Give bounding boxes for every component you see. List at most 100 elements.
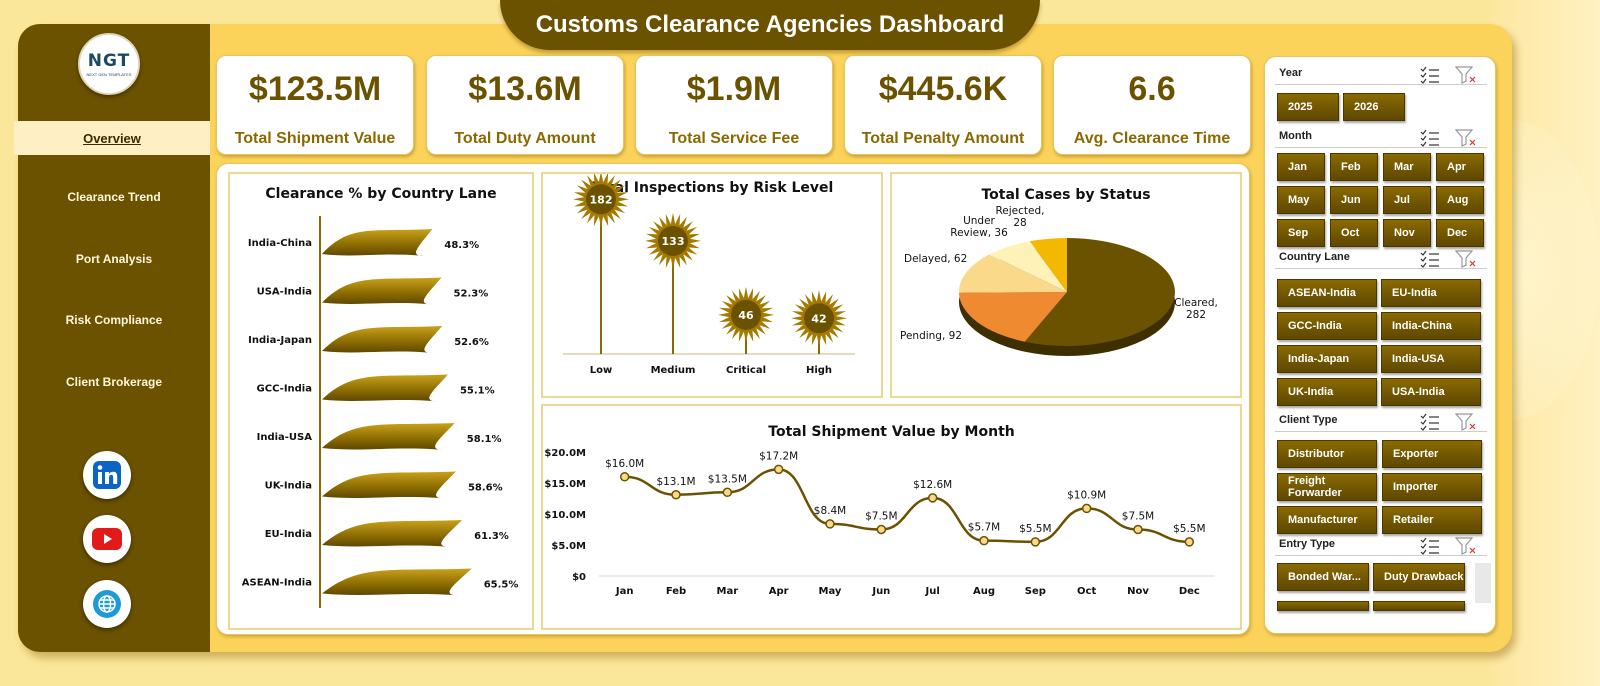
- slicer-option-client-type[interactable]: Freight Forwarder: [1277, 473, 1377, 501]
- category-label: High: [806, 365, 832, 376]
- slicer-option-entry-type[interactable]: Bonded War...: [1277, 563, 1369, 591]
- data-point: [1030, 537, 1041, 547]
- page-title: Customs Clearance Agencies Dashboard: [535, 11, 1005, 38]
- slicer-option-year[interactable]: 2026: [1343, 93, 1405, 121]
- chart-shipment-by-month: Total Shipment Value by Month $0 $5.0M $10…: [541, 404, 1242, 630]
- slicer-option-country-lane[interactable]: ASEAN-India: [1277, 279, 1377, 307]
- category-label: India-Japan: [248, 335, 312, 346]
- clear-filter-icon[interactable]: [1455, 250, 1477, 268]
- data-point: [927, 493, 938, 503]
- title-banner: Customs Clearance Agencies Dashboard: [500, 0, 1040, 50]
- slicer-option-month[interactable]: Jun: [1330, 186, 1378, 214]
- kpi-label: Total Penalty Amount: [861, 130, 1025, 147]
- data-label: $17.2M: [759, 450, 798, 462]
- multi-select-icon[interactable]: [1419, 537, 1441, 555]
- slicer-option-client-type[interactable]: Importer: [1382, 473, 1482, 501]
- nav-overview[interactable]: Overview: [14, 121, 210, 155]
- slicer-actions: [1419, 128, 1483, 147]
- slicer-option-entry-type-partial[interactable]: [1277, 601, 1369, 611]
- slicer-option-month[interactable]: Mar: [1383, 153, 1431, 181]
- slicer-option-month[interactable]: Jan: [1277, 153, 1325, 181]
- slicer-scrollbar[interactable]: [1475, 563, 1491, 603]
- youtube-button[interactable]: [83, 515, 131, 563]
- kpi-card-service-fee: $1.9M Total Service Fee: [635, 55, 833, 155]
- chart-inspections-svg: 182 Low 133 Medium 46 Critical 42 High: [563, 174, 855, 376]
- marker-core: [658, 225, 688, 256]
- slicer-option-month[interactable]: Aug: [1436, 186, 1484, 214]
- logo-subtext: NEXT GEN TEMPLATES: [86, 72, 132, 77]
- nav-port-analysis[interactable]: Port Analysis: [75, 252, 153, 266]
- linkedin-button[interactable]: [83, 451, 131, 499]
- category-label: UK-India: [265, 481, 312, 492]
- data-label: $5.7M: [968, 522, 1000, 534]
- x-tick-label: Oct: [1077, 586, 1096, 597]
- x-tick-label: Jun: [871, 586, 890, 597]
- pie-slice: [1024, 238, 1175, 346]
- nav-risk-compliance[interactable]: Risk Compliance: [65, 313, 163, 327]
- linkedin-icon: [93, 461, 121, 489]
- y-tick-label: $15.0M: [544, 479, 586, 490]
- marker-core: [804, 303, 834, 334]
- multi-select-icon[interactable]: [1419, 66, 1441, 84]
- chart-shipment-svg: $0 $5.0M $10.0M $15.0M $20.0M $16.0M Jan $13.1M…: [544, 448, 1215, 597]
- category-label: GCC-India: [257, 384, 312, 395]
- slicer-option-client-type[interactable]: Distributor: [1277, 440, 1377, 468]
- kpi-card-shipment-value: $123.5M Total Shipment Value: [216, 55, 414, 155]
- slicer-option-month[interactable]: Apr: [1436, 153, 1484, 181]
- chart-title: Total Cases by Status: [981, 187, 1151, 203]
- kpi-value: $1.9M: [686, 70, 782, 108]
- multi-select-icon[interactable]: [1419, 129, 1441, 147]
- bar-mark: [322, 520, 463, 547]
- x-tick-label: Apr: [769, 586, 789, 597]
- data-point: [1081, 503, 1092, 514]
- website-button[interactable]: [83, 580, 131, 628]
- kpi-value: 6.6: [1128, 70, 1176, 108]
- slicer-option-country-lane[interactable]: USA-India: [1381, 378, 1481, 406]
- data-label: $5.5M: [1019, 523, 1051, 535]
- slicer-option-year[interactable]: 2025: [1277, 93, 1339, 121]
- slicer-option-country-lane[interactable]: EU-India: [1381, 279, 1481, 307]
- slicer-option-country-lane[interactable]: India-Japan: [1277, 345, 1377, 373]
- slicer-option-month[interactable]: Oct: [1330, 219, 1378, 247]
- slicer-header-year: Year: [1275, 65, 1487, 85]
- x-tick-label: Jan: [615, 586, 634, 597]
- data-label: 58.6%: [468, 483, 503, 494]
- slicer-option-country-lane[interactable]: India-USA: [1381, 345, 1481, 373]
- slicer-actions: [1419, 249, 1483, 268]
- slicer-option-month[interactable]: Dec: [1436, 219, 1484, 247]
- slicer-option-client-type[interactable]: Manufacturer: [1277, 506, 1377, 534]
- slicer-option-country-lane[interactable]: GCC-India: [1277, 312, 1377, 340]
- slice-label: Rejected,: [995, 205, 1044, 217]
- y-tick-label: $0: [572, 572, 586, 583]
- bar-mark: [322, 423, 455, 450]
- data-label: $13.5M: [708, 473, 747, 485]
- slicer-option-month[interactable]: May: [1277, 186, 1325, 214]
- clear-filter-icon[interactable]: [1455, 66, 1477, 84]
- multi-select-icon[interactable]: [1419, 250, 1441, 268]
- slicer-option-client-type[interactable]: Exporter: [1382, 440, 1482, 468]
- slicer-option-entry-type-partial[interactable]: [1373, 601, 1465, 611]
- clear-filter-icon[interactable]: [1455, 537, 1477, 555]
- slicer-option-country-lane[interactable]: UK-India: [1277, 378, 1377, 406]
- clear-filter-icon[interactable]: [1455, 413, 1477, 431]
- slicer-option-month[interactable]: Sep: [1277, 219, 1325, 247]
- marker-core: [586, 184, 616, 215]
- x-tick-label: Sep: [1025, 586, 1046, 597]
- slicer-option-country-lane[interactable]: India-China: [1381, 312, 1481, 340]
- slicer-option-entry-type[interactable]: Duty Drawback: [1373, 563, 1465, 591]
- nav-clearance-trend[interactable]: Clearance Trend: [67, 190, 161, 204]
- slicer-option-month[interactable]: Jul: [1383, 186, 1431, 214]
- nav-client-brokerage[interactable]: Client Brokerage: [65, 375, 163, 389]
- data-label: $13.1M: [656, 476, 695, 488]
- multi-select-icon[interactable]: [1419, 413, 1441, 431]
- chart-cases-by-status: Total Cases by Status Cleared, 282 Pending…: [890, 172, 1242, 398]
- slicer-option-month[interactable]: Feb: [1330, 153, 1378, 181]
- slice-label: Review, 36: [950, 227, 1008, 239]
- data-label: 65.5%: [484, 580, 519, 591]
- data-label: $12.6M: [913, 479, 952, 491]
- slicer-option-month[interactable]: Nov: [1383, 219, 1431, 247]
- bar-mark: [322, 374, 448, 402]
- slicer-option-client-type[interactable]: Retailer: [1382, 506, 1482, 534]
- logo-text: NGT: [87, 51, 131, 71]
- clear-filter-icon[interactable]: [1455, 129, 1477, 147]
